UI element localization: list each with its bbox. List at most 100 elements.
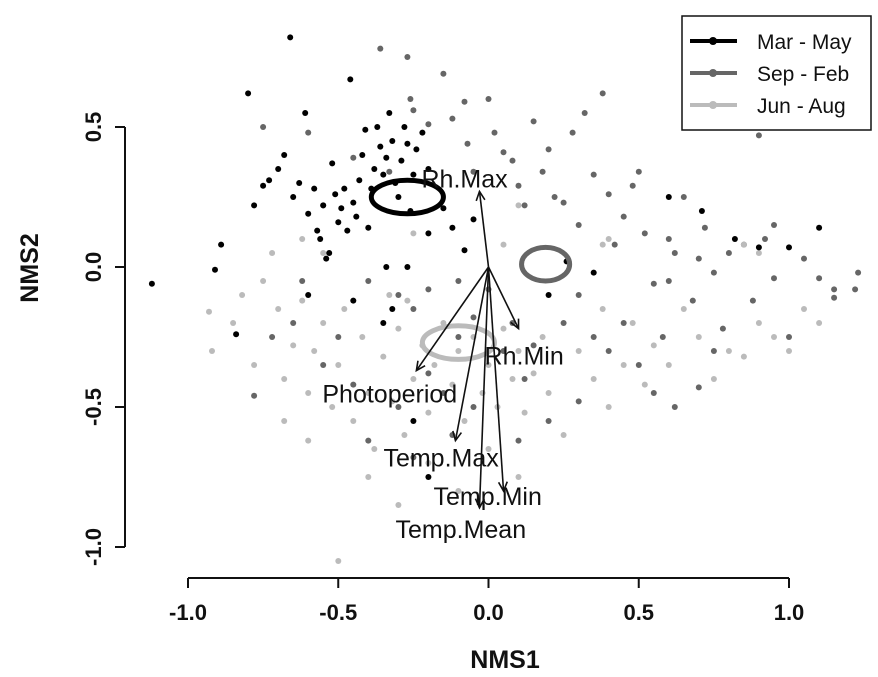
data-point bbox=[260, 278, 267, 284]
data-point bbox=[305, 292, 312, 298]
data-point bbox=[560, 320, 567, 326]
vector-arrow-head bbox=[474, 498, 485, 510]
data-point bbox=[407, 96, 414, 102]
data-point bbox=[239, 292, 246, 298]
data-point bbox=[398, 157, 405, 164]
data-point bbox=[431, 362, 438, 368]
data-point bbox=[590, 171, 597, 178]
x-axis-title: NMS1 bbox=[470, 646, 540, 674]
data-point bbox=[485, 96, 492, 102]
data-point bbox=[341, 185, 348, 192]
data-point bbox=[449, 115, 456, 122]
data-point bbox=[599, 90, 606, 97]
data-point bbox=[816, 320, 823, 326]
data-point bbox=[801, 255, 807, 262]
data-point bbox=[581, 110, 588, 116]
vector-arrow-line bbox=[478, 191, 490, 268]
data-point bbox=[329, 404, 336, 410]
data-point bbox=[410, 418, 417, 424]
data-point bbox=[650, 342, 657, 349]
data-point bbox=[371, 166, 378, 172]
data-point bbox=[605, 404, 612, 410]
data-point bbox=[755, 244, 762, 251]
data-point bbox=[380, 320, 387, 326]
data-point bbox=[731, 236, 738, 242]
data-point bbox=[575, 348, 582, 354]
vector-arrow-line bbox=[415, 266, 490, 372]
data-point bbox=[212, 266, 218, 273]
data-point bbox=[641, 230, 648, 237]
data-point bbox=[305, 437, 312, 444]
data-point bbox=[831, 286, 838, 293]
data-point bbox=[680, 306, 687, 312]
data-point bbox=[701, 224, 708, 231]
data-point bbox=[575, 292, 582, 298]
data-point bbox=[470, 314, 477, 321]
data-point bbox=[410, 376, 417, 382]
data-point bbox=[380, 353, 387, 360]
vector-arrow-line bbox=[487, 266, 505, 492]
legend-swatch-point bbox=[709, 37, 717, 45]
data-point bbox=[786, 244, 792, 251]
data-point bbox=[230, 320, 237, 326]
data-point bbox=[545, 146, 552, 153]
data-point bbox=[365, 278, 372, 284]
legend: Mar - May Sep - Feb Jun - Aug bbox=[681, 15, 872, 131]
data-point bbox=[350, 418, 357, 424]
data-point bbox=[521, 202, 528, 209]
vector-arrow-head bbox=[510, 318, 520, 331]
data-point bbox=[695, 255, 702, 262]
legend-swatch-point bbox=[709, 101, 717, 109]
x-tick-label: -1.0 bbox=[169, 600, 207, 625]
data-point bbox=[771, 334, 777, 340]
data-point bbox=[491, 129, 498, 136]
data-point bbox=[551, 194, 558, 200]
data-point bbox=[560, 432, 567, 438]
data-point bbox=[515, 437, 522, 444]
data-point bbox=[296, 180, 303, 186]
data-point bbox=[650, 280, 657, 287]
vector-arrow-line bbox=[487, 266, 520, 329]
data-point bbox=[386, 168, 393, 175]
data-point bbox=[740, 353, 747, 360]
data-point bbox=[350, 154, 357, 161]
data-point bbox=[359, 334, 366, 340]
data-point bbox=[725, 348, 732, 354]
data-point bbox=[635, 362, 642, 368]
data-point bbox=[464, 140, 471, 147]
data-point bbox=[786, 334, 792, 340]
data-point bbox=[410, 230, 417, 237]
vector-label: Temp.Max bbox=[383, 445, 499, 473]
data-point bbox=[269, 334, 276, 340]
data-point bbox=[671, 404, 678, 410]
points-layer bbox=[148, 34, 862, 564]
y-tick-label: -0.5 bbox=[81, 388, 106, 426]
centroid-ellipse bbox=[419, 323, 498, 362]
data-point bbox=[335, 362, 342, 368]
data-point bbox=[425, 166, 432, 172]
data-point bbox=[629, 182, 636, 189]
data-point bbox=[665, 362, 672, 368]
data-point bbox=[377, 143, 384, 150]
data-point bbox=[311, 185, 318, 192]
data-point bbox=[317, 236, 324, 242]
data-point bbox=[539, 168, 546, 175]
vector-arrow-head bbox=[415, 360, 426, 373]
data-point bbox=[485, 446, 492, 452]
vector-label: Temp.Mean bbox=[395, 516, 526, 544]
data-point bbox=[725, 250, 732, 256]
data-point bbox=[365, 390, 372, 396]
data-point bbox=[665, 194, 672, 200]
data-point bbox=[350, 381, 357, 388]
data-point bbox=[500, 348, 507, 354]
data-point bbox=[698, 208, 705, 214]
data-point bbox=[329, 160, 336, 167]
data-point bbox=[515, 182, 522, 189]
data-point bbox=[353, 213, 360, 220]
data-point bbox=[401, 124, 408, 130]
data-point bbox=[449, 224, 456, 231]
data-point bbox=[365, 437, 372, 444]
data-point bbox=[755, 320, 762, 326]
data-point bbox=[455, 488, 462, 494]
data-point bbox=[260, 182, 267, 189]
